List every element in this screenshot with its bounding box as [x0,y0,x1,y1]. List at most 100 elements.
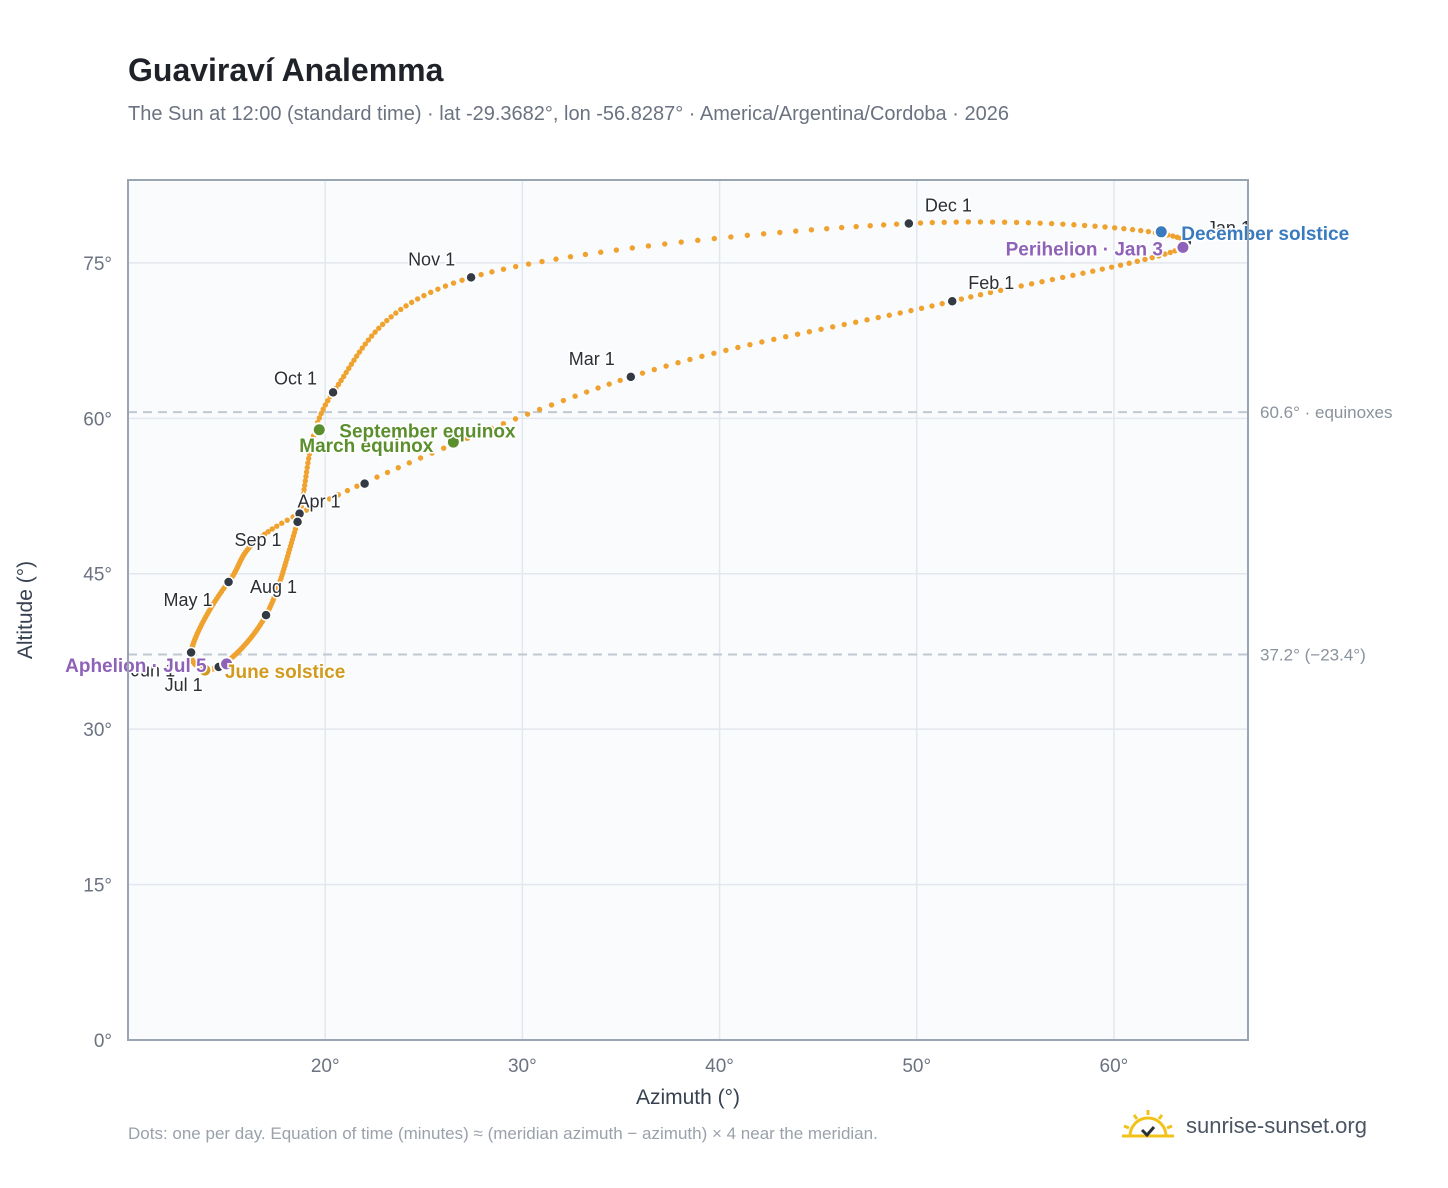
x-tick-label: 30° [508,1056,537,1077]
daily-dot [867,222,873,229]
daily-dot [1025,220,1032,226]
daily-dot [428,289,434,296]
brand[interactable]: sunrise-sunset.org [1120,1104,1367,1148]
daily-dot [841,321,847,328]
daily-dot [987,289,994,296]
daily-dot [353,353,360,359]
daily-dot [572,393,578,399]
daily-dot [629,245,635,251]
daily-dot [1138,227,1144,234]
daily-dot [678,239,684,245]
daily-dot [744,232,751,239]
daily-dot [274,523,280,529]
daily-dot [1099,266,1106,272]
daily-dot [917,220,924,226]
december-solstice-label: December solstice [1181,224,1349,245]
daily-dot [340,373,347,380]
plot-background [128,180,1248,1040]
daily-dot [1111,225,1118,231]
daily-dot [606,381,612,387]
daily-dot [464,435,471,442]
daily-dot [1071,222,1077,228]
daily-dot [941,219,947,225]
month-marker [260,609,272,621]
x-tick-label: 60° [1100,1056,1129,1077]
aphelion-marker [219,656,235,672]
month-label: Jun 1 [131,660,175,680]
daily-dot [300,491,307,497]
daily-dot [1070,272,1076,279]
daily-dot [645,243,652,249]
daily-dot [354,483,360,489]
axes: 20° 30° 40° 50° 60° 0° 15° 30° 45° 60° 75° [83,254,1128,1077]
daily-dot [284,517,290,523]
daily-dot [326,496,333,502]
brand-name: sunrise-sunset.org [1186,1113,1367,1138]
daily-dot [1156,253,1162,259]
daily-dot [539,258,545,265]
daily-dot [1081,222,1088,229]
y-tick-label: 45° [83,565,112,586]
daily-dot [929,219,935,226]
daily-dot [476,430,483,437]
daily-dot [771,336,777,343]
daily-dot [1102,224,1108,230]
september-equinox-marker [311,422,327,438]
reference-lines: 60.6° · equinoxes 37.2° (−23.4°) [128,403,1393,665]
x-tick-label: 40° [705,1056,734,1077]
month-label: Jul 1 [165,675,203,695]
daily-dot [440,445,447,451]
daily-dot [886,312,892,318]
perihelion-label: Perihelion · Jan 3 [1006,239,1163,260]
daily-dot [500,266,507,272]
daily-dot [320,406,326,412]
daily-dot [939,300,945,307]
reference-line-label: 60.6° · equinoxes [1260,403,1393,422]
daily-dot [279,520,285,526]
daily-dot [651,366,657,373]
daily-dot [1001,219,1008,225]
daily-dot [450,280,457,286]
daily-dot [489,269,495,275]
month-marker [946,295,958,307]
daily-dot [662,241,668,247]
month-label: Nov 1 [408,249,455,269]
daily-dot [269,526,275,532]
daily-dot [735,344,741,351]
month-label: Jan 1 [1207,218,1251,238]
daily-dot [830,324,836,330]
daily-dot [1145,228,1152,235]
daily-dot [325,397,331,404]
perihelion-marker [1175,239,1191,255]
daily-dot [723,347,729,354]
daily-dot [442,283,449,289]
daily-dot [388,314,394,320]
daily-dot [1129,226,1136,233]
daily-dot [1167,249,1173,256]
march-equinox-label: March equinox [299,436,434,457]
month-label: Oct 1 [274,368,317,388]
daily-dot [1117,262,1124,268]
march-equinox-marker [445,434,461,450]
daily-dot [1037,220,1043,226]
daily-dot [372,329,378,335]
daily-dot [806,329,813,335]
daily-dot [429,450,435,456]
y-tick-label: 0° [94,1031,112,1052]
daily-dot [408,299,415,306]
daily-dot [304,464,310,471]
daily-dot [595,385,601,391]
daily-dot [1048,220,1055,227]
daily-dot [977,291,984,298]
daily-dot [1142,256,1148,263]
daily-dot [824,225,830,232]
daily-dot [435,286,441,292]
june-solstice-label: June solstice [225,662,345,683]
daily-dot [1162,251,1168,257]
daily-dot [478,271,484,278]
daily-dot [1092,223,1098,229]
daily-dot [1028,281,1035,287]
month-label: Sep 1 [235,530,282,550]
